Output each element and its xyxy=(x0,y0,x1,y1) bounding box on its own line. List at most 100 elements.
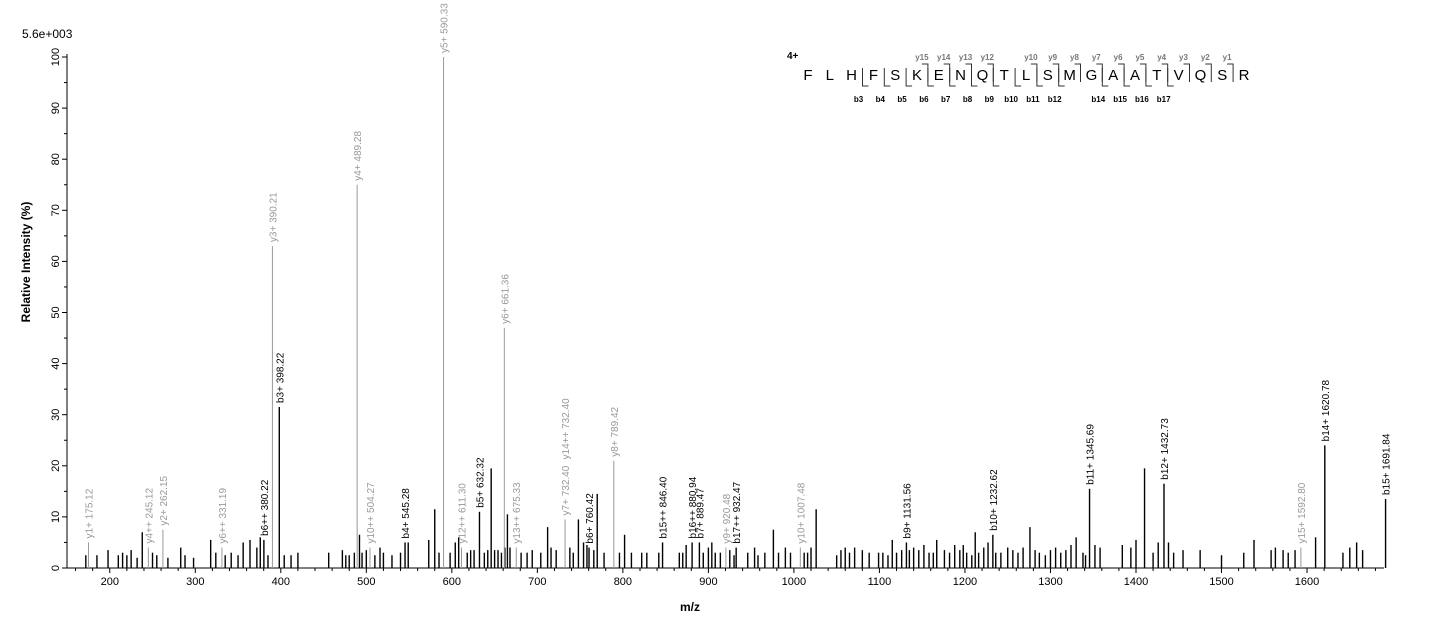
b-ion-bracket xyxy=(949,68,956,87)
x-tick-label: 1200 xyxy=(953,576,977,588)
sequence-residue: A xyxy=(1108,67,1118,84)
sequence-residue: Q xyxy=(977,67,989,84)
sequence-residue: S xyxy=(1217,67,1227,84)
peak-label: y6+ 661.36 xyxy=(500,274,511,324)
b-ion-bracket xyxy=(992,68,1000,87)
b-ion-bracket xyxy=(971,68,978,87)
b-ion-bracket xyxy=(1058,68,1065,87)
sequence-residue: L xyxy=(826,67,834,84)
peak-label: y8+ 789.42 xyxy=(610,406,621,456)
peak-label: b6++ 380.22 xyxy=(260,479,271,536)
x-tick-label: 900 xyxy=(699,576,717,588)
b-ion-bracket xyxy=(862,68,869,87)
x-tick-label: 1300 xyxy=(1038,576,1062,588)
scale-label: 5.6e+003 xyxy=(22,27,73,41)
peak-label: b10+ 1232.62 xyxy=(989,469,1000,531)
y-ion-bracket xyxy=(1052,63,1060,82)
x-tick-label: 600 xyxy=(443,576,461,588)
sequence-residue: H xyxy=(846,67,857,84)
y-ion-label: y14 xyxy=(937,53,951,62)
peak-label: b12+ 1432.73 xyxy=(1160,418,1171,480)
peak-label: y13++ 675.33 xyxy=(512,482,523,544)
peak-label: y1+ 175.12 xyxy=(84,488,95,538)
b-ion-bracket xyxy=(1145,68,1152,87)
b-ion-label: b16 xyxy=(1135,95,1149,104)
y-ion-bracket xyxy=(1139,63,1147,82)
b-ion-label: b15 xyxy=(1113,95,1127,104)
y-ion-label: y2 xyxy=(1201,53,1210,62)
b-ion-bracket xyxy=(1014,68,1022,87)
sequence-residue: F xyxy=(803,67,812,84)
b-ion-label: b12 xyxy=(1048,95,1062,104)
peak-label: y9+ 920.48 xyxy=(722,493,733,543)
x-tick-label: 400 xyxy=(272,576,290,588)
y-ion-label: y13 xyxy=(959,53,973,62)
y-ion-label: y12 xyxy=(981,53,995,62)
y-tick-label: 30 xyxy=(50,409,62,421)
sequence-residue: N xyxy=(955,67,966,84)
y-ion-label: y1 xyxy=(1223,53,1232,62)
sequence-residue: A xyxy=(1130,67,1140,84)
y-tick-label: 40 xyxy=(50,357,62,369)
y-ion-bracket xyxy=(943,63,951,82)
y-ion-label: y9 xyxy=(1048,53,1057,62)
peak-label: y6++ 331.19 xyxy=(218,488,229,544)
y-tick-label: 50 xyxy=(50,306,62,318)
b-ion-bracket xyxy=(1123,68,1131,87)
b-ion-label: b9 xyxy=(985,95,995,104)
b-ion-label: b8 xyxy=(963,95,973,104)
sequence-residue: K xyxy=(912,67,922,84)
sequence-residue: S xyxy=(890,67,900,84)
y-ion-bracket xyxy=(1030,63,1038,82)
sequence-residue: T xyxy=(1152,67,1161,84)
peak-label: y5+ 590.33 xyxy=(440,3,451,53)
b-ion-bracket xyxy=(883,68,891,87)
b-ion-label: b7 xyxy=(941,95,951,104)
sequence-residue: M xyxy=(1063,67,1076,84)
b-ion-label: b4 xyxy=(876,95,886,104)
x-tick-label: 800 xyxy=(614,576,632,588)
peaks-unlabeled xyxy=(85,468,1364,568)
y-ion-bracket xyxy=(1074,63,1081,82)
y-ion-label: y5 xyxy=(1135,53,1144,62)
sequence-residue: L xyxy=(1022,67,1030,84)
y-ion-bracket xyxy=(965,63,972,82)
sequence-residue: T xyxy=(1000,67,1009,84)
y-ion-label: y6 xyxy=(1114,53,1123,62)
peak-label: y7+ 732.40 xyxy=(561,465,572,515)
y-tick-label: 80 xyxy=(50,153,62,165)
y-tick-label: 60 xyxy=(50,255,62,267)
y-ion-bracket xyxy=(1161,63,1169,82)
y-tick-label: 90 xyxy=(50,102,62,114)
y-ion-bracket xyxy=(921,63,929,82)
y-ion-bracket xyxy=(1183,63,1190,82)
y-ion-label: y8 xyxy=(1070,53,1079,62)
peak-label: y14++ 732.40 xyxy=(561,398,572,460)
peak-label: b3+ 398.22 xyxy=(275,352,286,403)
charge-label: 4+ xyxy=(787,51,799,62)
b-ion-label: b11 xyxy=(1026,95,1040,104)
x-tick-label: 1000 xyxy=(782,576,806,588)
y-ion-label: y3 xyxy=(1179,53,1188,62)
y-tick-label: 10 xyxy=(50,511,62,523)
x-tick-label: 1100 xyxy=(868,576,892,588)
x-tick-label: 1400 xyxy=(1124,576,1148,588)
y-axis-title: Relative Intensity (%) xyxy=(19,202,33,323)
peak-label: b4+ 545.28 xyxy=(401,488,412,539)
b-ion-label: b17 xyxy=(1157,95,1171,104)
sequence-residue: Q xyxy=(1195,67,1207,84)
sequence-residue: E xyxy=(934,67,944,84)
b-ion-label: b3 xyxy=(854,95,864,104)
y-ion-bracket xyxy=(1205,63,1212,82)
x-tick-label: 500 xyxy=(357,576,375,588)
b-ion-bracket xyxy=(1167,68,1174,87)
peak-label: y15+ 1592.80 xyxy=(1297,482,1308,543)
y-tick-label: 0 xyxy=(50,565,62,571)
y-tick-label: 20 xyxy=(50,460,62,472)
b-ion-label: b5 xyxy=(897,95,907,104)
sequence-residue: S xyxy=(1043,67,1053,84)
x-tick-label: 1500 xyxy=(1209,576,1233,588)
peak-label: y4+ 489.28 xyxy=(353,131,364,181)
y-ion-label: y10 xyxy=(1024,53,1038,62)
